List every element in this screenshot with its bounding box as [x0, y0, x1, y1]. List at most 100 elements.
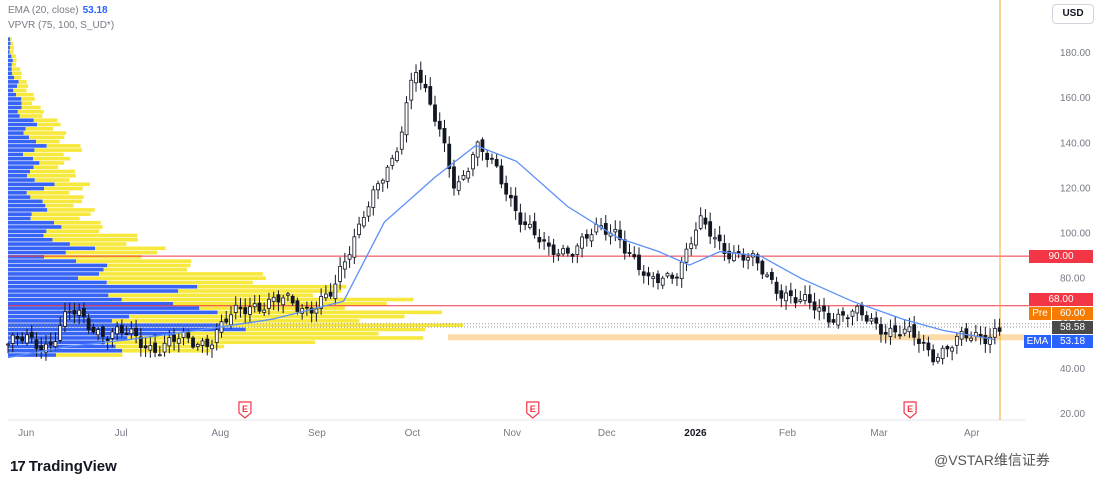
candle-body [229, 314, 233, 326]
volume-profile-down-bar [98, 272, 263, 276]
volume-profile-up-bar [8, 310, 218, 315]
volume-profile-down-bar [11, 62, 16, 67]
legend-ema-label: EMA (20, close) [8, 5, 79, 16]
candle-body [698, 215, 703, 229]
candle-body [67, 310, 72, 313]
volume-profile-up-bar [8, 144, 47, 148]
candle-body [176, 338, 181, 344]
volume-profile-up-bar [8, 161, 40, 165]
y-tick-label: 160.00 [1060, 93, 1091, 104]
candle-body [983, 335, 988, 345]
volume-profile-up-bar [8, 173, 28, 178]
volume-profile-down-bar [33, 118, 58, 123]
candle-body [466, 171, 471, 179]
candle-body [361, 217, 366, 227]
candle-body [186, 332, 191, 339]
volume-profile-down-bar [54, 220, 101, 225]
volume-profile-down-bar [33, 156, 71, 161]
legend-vpvr[interactable]: VPVR (75, 100, S_UD*) [8, 20, 114, 31]
x-tick-label: Oct [405, 428, 421, 439]
volume-profile-up-bar [8, 139, 37, 144]
candle-body [879, 324, 883, 335]
brand-text: TradingView [28, 458, 117, 475]
legend-vpvr-label: VPVR (75, 100, S_UD*) [8, 20, 115, 31]
candle-body [689, 243, 694, 249]
tradingview-brand[interactable]: 17 TradingView [10, 458, 117, 475]
volume-profile-up-bar [8, 41, 11, 46]
candle-body [243, 307, 248, 315]
candle-body [931, 349, 936, 363]
candle-body [105, 338, 110, 342]
candle-body [826, 312, 831, 323]
volume-profile-up-bar [8, 353, 57, 357]
candle-body [504, 182, 509, 195]
earnings-marker-icon[interactable] [526, 401, 540, 419]
volume-profile-up-bar [8, 255, 45, 259]
candle-body [917, 338, 921, 344]
y-tick-label: 180.00 [1060, 48, 1091, 59]
candle-body [779, 290, 784, 299]
candle-body [746, 257, 751, 261]
volume-profile-down-bar [34, 148, 83, 152]
candle-body [214, 329, 219, 343]
candle-body [831, 319, 836, 323]
volume-profile-down-bar [44, 255, 142, 259]
candle-body [565, 247, 570, 254]
x-tick-label: Nov [503, 428, 521, 439]
candle-body [29, 331, 34, 338]
earnings-marker-icon[interactable] [903, 401, 917, 419]
candle-body [997, 327, 1002, 332]
candle-body [195, 343, 200, 347]
x-tick-label: Apr [964, 428, 980, 439]
candle-body [713, 237, 717, 240]
candle-body [295, 300, 300, 312]
candle-body [442, 128, 447, 144]
volume-profile-down-bar [173, 302, 387, 306]
candle-body [39, 345, 44, 351]
volume-profile-down-bar [36, 139, 60, 144]
candle-body [774, 281, 779, 294]
currency-button[interactable]: USD [1052, 4, 1094, 24]
candle-body [276, 294, 281, 303]
candle-body [15, 335, 20, 340]
volume-profile-up-bar [8, 289, 179, 293]
volume-profile-down-bar [39, 161, 65, 165]
earnings-marker-icon[interactable] [238, 401, 252, 419]
volume-profile-down-bar [105, 340, 316, 345]
volume-profile-down-bar [26, 191, 70, 195]
volume-profile-down-bar [76, 259, 192, 263]
candle-body [181, 331, 186, 338]
volume-profile-down-bar [115, 344, 225, 349]
candle-body [376, 183, 380, 191]
candle-body [864, 315, 869, 322]
candle-body [210, 344, 214, 350]
volume-profile-up-bar [8, 84, 18, 88]
candle-body [167, 337, 172, 347]
candle-body [304, 306, 309, 309]
volume-profile-up-bar [8, 182, 55, 187]
candle-body [926, 342, 931, 351]
volume-profile-up-bar [8, 97, 22, 101]
candle-body [959, 330, 964, 340]
candle-body [124, 333, 129, 335]
volume-profile-down-bar [19, 114, 43, 118]
y-tick-label: 40.00 [1060, 364, 1085, 375]
candle-body [556, 253, 561, 256]
last-price-tag: 58.58 [1052, 321, 1093, 334]
volume-profile-up-bar [8, 186, 45, 191]
candle-body [694, 229, 698, 246]
candle-body [841, 311, 845, 316]
candle-body [333, 283, 338, 299]
volume-profile-down-bar [46, 229, 100, 234]
candle-body [58, 325, 63, 341]
candle-body [845, 317, 850, 320]
candle-body [527, 223, 532, 228]
volume-profile-down-bar [31, 212, 91, 216]
volume-profile-down-bar [30, 195, 84, 199]
legend-ema[interactable]: EMA (20, close) 53.18 [8, 5, 108, 16]
volume-profile-up-bar [8, 242, 70, 246]
volume-profile-down-bar [199, 306, 345, 310]
volume-profile-up-bar [8, 109, 18, 114]
